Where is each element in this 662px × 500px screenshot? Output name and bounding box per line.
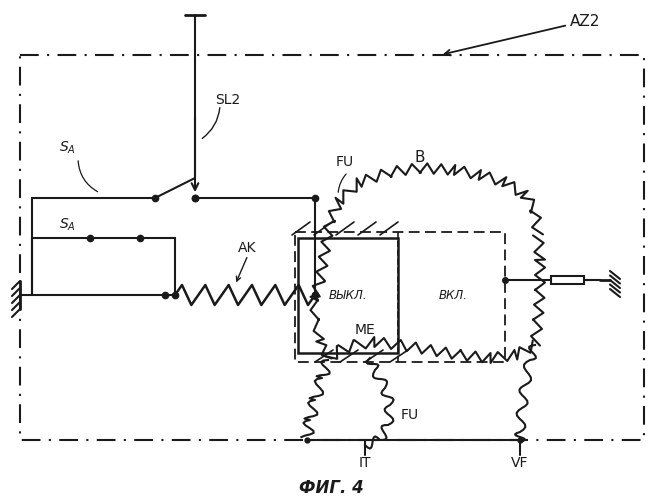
Text: IT: IT: [359, 456, 371, 470]
Text: $S_A$: $S_A$: [59, 217, 75, 233]
Text: B: B: [415, 150, 425, 166]
Text: FU: FU: [401, 408, 419, 422]
Text: $S_A$: $S_A$: [59, 140, 75, 156]
Text: ВКЛ.: ВКЛ.: [438, 288, 467, 302]
Text: AZ2: AZ2: [570, 14, 600, 30]
Text: ВЫКЛ.: ВЫКЛ.: [329, 288, 367, 302]
Bar: [298, 238, 398, 353]
Bar: [551, 276, 584, 284]
Bar: [295, 232, 505, 362]
Text: SL2: SL2: [215, 93, 240, 107]
Bar: [20, 55, 644, 440]
Text: FU: FU: [336, 155, 354, 169]
Text: ФИГ. 4: ФИГ. 4: [299, 479, 363, 497]
Text: AK: AK: [238, 241, 256, 255]
Text: ME: ME: [355, 323, 376, 337]
Text: VF: VF: [511, 456, 529, 470]
